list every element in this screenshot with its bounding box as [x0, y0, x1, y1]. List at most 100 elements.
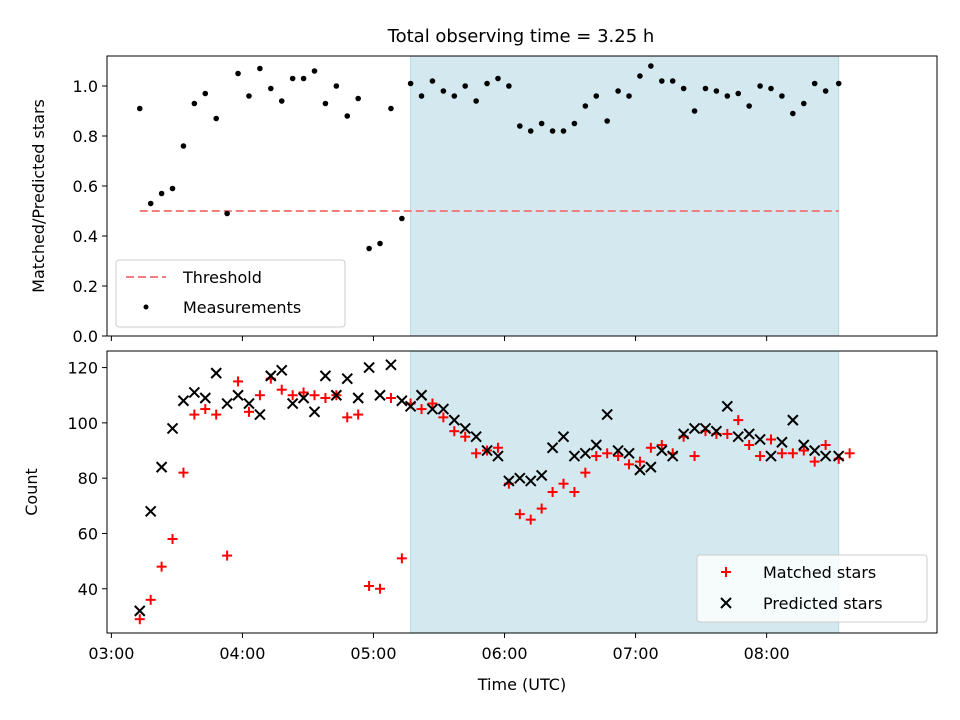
- predicted-star-point: [437, 403, 450, 415]
- predicted-star-point: [557, 430, 570, 443]
- measurement-point: [246, 93, 252, 99]
- y-tick-label: 0.6: [73, 177, 98, 196]
- predicted-star-point: [833, 450, 845, 462]
- predicted-star-point: [254, 408, 266, 421]
- measurement-point: [278, 98, 285, 104]
- y-tick-label: 0.8: [73, 127, 98, 146]
- count-x-axis-label: Time (UTC): [477, 675, 566, 694]
- x-tick-label: 06:00: [481, 644, 527, 663]
- matched-star-point: [820, 440, 831, 450]
- matched-star-point: [558, 478, 569, 489]
- measurement-point: [691, 108, 698, 114]
- predicted-star-point: [308, 406, 321, 418]
- y-tick-label: 1.0: [73, 77, 98, 96]
- matched-star-point: [492, 442, 503, 453]
- measurement-point: [366, 245, 372, 252]
- predicted-star-point: [514, 472, 526, 484]
- matched-star-point: [134, 614, 145, 625]
- predicted-star-point: [481, 444, 493, 457]
- measurement-point: [180, 143, 187, 149]
- predicted-star-point: [286, 397, 299, 410]
- predicted-star-point: [232, 389, 244, 401]
- measurement-point: [822, 88, 829, 94]
- measurement-point: [626, 93, 632, 99]
- measurement-point: [377, 240, 383, 247]
- legend-matched-swatch: [721, 567, 731, 577]
- y-tick-label: 0.4: [73, 227, 98, 246]
- measurement-point: [811, 80, 818, 87]
- matched-star-point: [624, 459, 635, 470]
- x-tick-label: 07:00: [613, 644, 659, 663]
- legend-measurements-swatch: [143, 304, 149, 310]
- measurement-point: [713, 88, 720, 94]
- measurement-point: [473, 98, 479, 104]
- matched-star-point: [722, 428, 733, 439]
- matched-star-point: [233, 376, 244, 387]
- predicted-star-point: [144, 505, 157, 518]
- matched-star-point: [656, 440, 667, 450]
- y-tick-label: 60: [78, 524, 98, 543]
- matched-star-point: [525, 514, 536, 525]
- predicted-star-point: [385, 359, 397, 371]
- predicted-star-point: [525, 475, 537, 487]
- matched-star-point: [276, 384, 287, 395]
- predicted-star-point: [221, 397, 233, 410]
- predicted-star-point: [688, 422, 701, 435]
- measurement-point: [158, 190, 165, 197]
- legend-matched-label: Matched stars: [763, 563, 876, 582]
- matched-star-point: [787, 448, 798, 459]
- matched-star-point: [689, 451, 700, 462]
- measurement-point: [224, 210, 230, 217]
- predicted-star-point: [352, 392, 364, 404]
- predicted-star-point: [426, 403, 439, 415]
- y-tick-label: 80: [78, 469, 98, 488]
- measurement-point: [169, 185, 176, 192]
- predicted-star-point: [319, 370, 332, 382]
- measurement-point: [648, 63, 654, 69]
- measurement-point: [355, 95, 361, 102]
- matched-star-point: [287, 390, 298, 401]
- predicted-star-point: [699, 422, 712, 435]
- predicted-star-point: [808, 444, 821, 457]
- y-tick-label: 0.2: [73, 277, 98, 296]
- matched-star-point: [200, 404, 211, 415]
- measurement-point: [235, 70, 241, 77]
- matched-star-point: [514, 509, 525, 520]
- count-y-axis-label: Count: [22, 468, 41, 516]
- count-legend: Matched stars Predicted stars: [696, 554, 928, 623]
- matched-star-point: [385, 393, 396, 403]
- predicted-star-point: [623, 447, 635, 460]
- predicted-star-point: [459, 422, 471, 435]
- predicted-star-point: [210, 367, 222, 379]
- predicted-star-point: [634, 464, 646, 476]
- count-y-ticks: 40 60 80 100 120: [67, 359, 107, 599]
- count-x-ticks: 03:00 04:00 05:00 06:00 07:00 08:00: [88, 633, 790, 663]
- ratio-legend-box: [115, 259, 346, 328]
- measurement-point: [538, 120, 545, 127]
- measurement-point: [768, 85, 774, 92]
- measurement-point: [593, 93, 600, 99]
- legend-plus-marker: [721, 567, 731, 577]
- ratio-y-ticks: 0.0 0.2 0.4 0.6 0.8 1.0: [73, 77, 107, 346]
- predicted-star-point: [330, 389, 343, 401]
- measurement-point: [451, 93, 458, 99]
- matched-star-point: [569, 487, 580, 497]
- legend-threshold-label: Threshold: [182, 268, 262, 287]
- measurement-point: [322, 100, 329, 107]
- predicted-star-point: [590, 439, 602, 451]
- measurement-point: [615, 88, 621, 94]
- ratio-axes-frame: [106, 55, 938, 337]
- matched-star-point: [243, 406, 254, 417]
- predicted-star-point: [265, 370, 277, 382]
- predicted-star-point: [404, 400, 417, 413]
- measurement-point: [571, 120, 578, 127]
- matched-star-point: [449, 426, 460, 437]
- matched-star-point: [634, 456, 645, 467]
- measurement-point: [289, 75, 296, 82]
- y-tick-label: 40: [78, 580, 98, 599]
- ratio-panel: 0.0 0.2 0.4 0.6 0.8 1.0 Matched/Predicted sta…: [29, 55, 938, 346]
- predicted-star-point: [470, 430, 482, 443]
- matched-star-point: [342, 412, 353, 423]
- matched-star-point: [145, 594, 156, 605]
